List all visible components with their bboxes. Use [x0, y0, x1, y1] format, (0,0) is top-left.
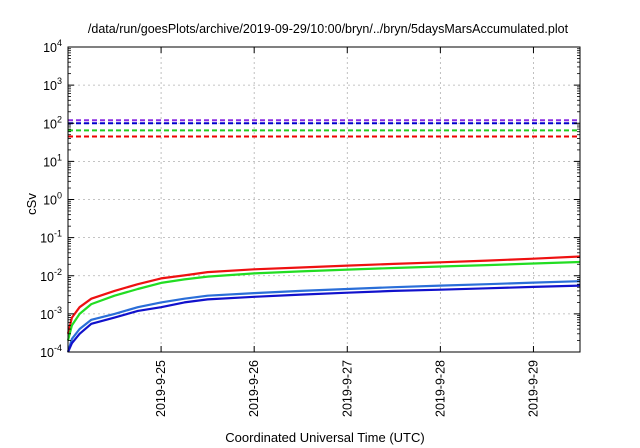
chart-title: /data/run/goesPlots/archive/2019-09-29/1… — [88, 22, 569, 36]
y-tick-exponent: 4 — [57, 38, 62, 48]
y-tick-label: 100 — [43, 191, 62, 208]
y-tick-exponent: -3 — [54, 305, 62, 315]
y-tick-base: 10 — [40, 308, 54, 322]
x-tick-label: 2019-9-29 — [526, 360, 540, 417]
y-tick-base: 10 — [43, 79, 57, 93]
series-line — [66, 255, 581, 335]
y-tick-base: 10 — [43, 194, 57, 208]
y-tick-label: 10-3 — [40, 305, 62, 322]
y-tick-base: 10 — [40, 232, 54, 246]
y-tick-label: 101 — [43, 152, 62, 169]
y-tick-label: 10-1 — [40, 229, 62, 246]
y-tick-exponent: 1 — [57, 152, 62, 162]
y-tick-exponent: 0 — [57, 191, 62, 201]
x-axis-label: Coordinated Universal Time (UTC) — [225, 430, 424, 445]
y-tick-base: 10 — [43, 117, 57, 131]
y-tick-label: 10-2 — [40, 267, 62, 284]
x-tick-label: 2019-9-26 — [247, 360, 261, 417]
y-tick-base: 10 — [40, 270, 54, 284]
x-tick-label: 2019-9-28 — [433, 360, 447, 417]
y-tick-exponent: -4 — [54, 343, 62, 353]
ticks: 10-410-310-210-11001011021031042019-9-25… — [40, 38, 580, 417]
series-lines — [66, 255, 581, 353]
series-line — [66, 280, 581, 353]
y-tick-exponent: -1 — [54, 229, 62, 239]
x-tick-label: 2019-9-27 — [340, 360, 354, 417]
y-tick-exponent: 3 — [57, 76, 62, 86]
y-tick-label: 102 — [43, 114, 62, 131]
y-tick-base: 10 — [43, 155, 57, 169]
threshold-lines — [68, 119, 580, 138]
series-line — [66, 260, 581, 341]
y-tick-exponent: -2 — [54, 267, 62, 277]
x-tick-label: 2019-9-25 — [154, 360, 168, 417]
y-tick-base: 10 — [40, 346, 54, 360]
y-tick-label: 103 — [43, 76, 62, 93]
y-tick-label: 104 — [43, 38, 62, 55]
y-tick-exponent: 2 — [57, 114, 62, 124]
y-tick-base: 10 — [43, 41, 57, 55]
y-tick-label: 10-4 — [40, 343, 62, 360]
y-axis-label: cSv — [24, 193, 39, 215]
series-line — [66, 284, 581, 353]
